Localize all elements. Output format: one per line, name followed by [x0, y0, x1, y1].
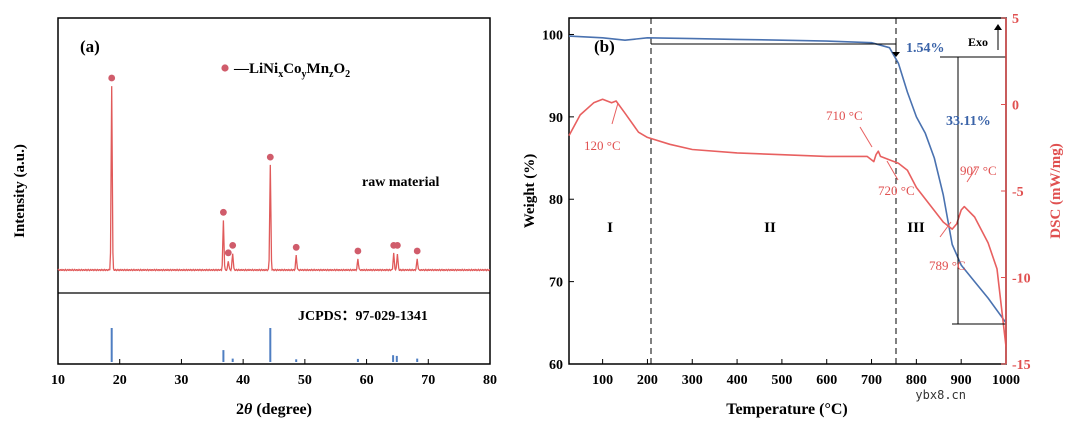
reference-lines — [110, 328, 419, 362]
label-789: 789 °C — [929, 258, 966, 273]
peak-marker-0 — [108, 74, 116, 82]
y-tick-label-b-1: 70 — [549, 276, 563, 291]
peak-marker-9 — [413, 247, 421, 255]
x-tick-label-b-6: 700 — [861, 373, 882, 388]
series-label-jcpds: JCPDS：97-029-1341 — [298, 309, 428, 324]
panel-b-axes: 100 200 300 400 500 600 700 800 900 1000607080901… — [542, 12, 1031, 388]
peak-marker-4 — [266, 153, 274, 161]
label-907: 907 °C — [960, 163, 997, 178]
x-tick-label-a-2: 30 — [174, 373, 188, 388]
panel-a: (a) —LiNixCoyMnzO2 raw material JCPDS：97… — [12, 17, 497, 418]
x-tick-label-b-0: 100 — [592, 373, 613, 388]
y2-tick-label-b-1: -10 — [1012, 272, 1031, 287]
exo-label: Exo — [968, 35, 988, 49]
x-tick-label-a-6: 70 — [421, 373, 435, 388]
x-tick-label-b-9: 1000 — [992, 373, 1020, 388]
x-tick-label-a-4: 50 — [298, 373, 312, 388]
panel-a-legend: —LiNixCoyMnzO2 — [221, 61, 350, 80]
x-tick-label-a-1: 20 — [113, 373, 127, 388]
region-II: II — [764, 220, 776, 236]
series-label-raw: raw material — [362, 175, 439, 190]
peak-marker-1 — [220, 208, 227, 216]
weight-loss-markers — [651, 24, 1006, 325]
region-I: I — [607, 220, 613, 236]
loss-big-label: 33.11% — [946, 114, 991, 129]
panel-b-ylabel: Weight (%) — [522, 154, 538, 229]
panel-b-label: (b) — [594, 37, 615, 56]
panel-b: (b) I II III 1.54% 33.11% Exo 120 °C 710… — [522, 12, 1064, 418]
dsc-curve — [568, 98, 1007, 347]
loss-small-arrowhead — [892, 52, 900, 57]
legend-formula: —LiNixCoyMnzO2 — [233, 61, 350, 80]
peak-marker-2 — [224, 249, 232, 257]
panel-b-y2label: DSC (mW/mg) — [1048, 143, 1064, 238]
weight-curve — [568, 35, 1007, 324]
arrow-907 — [966, 167, 977, 183]
y-tick-label-b-3: 90 — [549, 111, 563, 126]
peak-marker-5 — [292, 243, 300, 251]
x-tick-label-b-5: 600 — [816, 373, 837, 388]
exo-arrowhead — [994, 24, 1002, 30]
panel-b-frame — [568, 17, 1007, 365]
x-tick-label-b-8: 900 — [951, 373, 972, 388]
y-tick-label-b-0: 60 — [549, 358, 563, 373]
tga-dsc-curves — [568, 35, 1007, 347]
peak-marker-3 — [229, 242, 237, 249]
y-tick-label-b-2: 80 — [549, 193, 563, 208]
xrd-curve — [57, 86, 490, 272]
loss-small-label: 1.54% — [906, 41, 945, 56]
panel-a-frame — [57, 17, 491, 365]
panel-a-x-axis: 10 20 30 40 50 60 70 80 — [51, 359, 497, 388]
y2-tick-label-b-3: 0 — [1012, 99, 1019, 114]
region-III: III — [907, 220, 925, 236]
x-tick-label-a-7: 80 — [483, 373, 497, 388]
label-120: 120 °C — [584, 138, 621, 153]
panel-a-ylabel: Intensity (a.u.) — [12, 144, 28, 238]
panel-b-xlabel: Temperature (°C) — [726, 401, 847, 418]
x-tick-label-b-4: 500 — [771, 373, 792, 388]
label-710: 710 °C — [826, 108, 863, 123]
label-720: 720 °C — [878, 183, 915, 198]
xrd-pattern — [57, 74, 490, 272]
panel-a-label: (a) — [80, 37, 100, 56]
y-tick-label-b-4: 100 — [542, 28, 563, 43]
x-tick-label-a-5: 60 — [360, 373, 374, 388]
arrow-720 — [886, 160, 899, 181]
x-tick-label-b-1: 200 — [637, 373, 658, 388]
y2-tick-label-b-0: -15 — [1012, 358, 1031, 373]
peak-marker-6 — [354, 247, 362, 255]
arrow-710 — [859, 126, 873, 148]
y2-tick-label-b-4: 5 — [1012, 12, 1019, 27]
x-tick-label-b-7: 800 — [906, 373, 927, 388]
arrow-789 — [939, 221, 952, 238]
x-tick-label-a-3: 40 — [236, 373, 250, 388]
arrow-120 — [611, 102, 619, 125]
y2-tick-label-b-2: -5 — [1012, 185, 1024, 200]
x-tick-label-a-0: 10 — [51, 373, 65, 388]
x-tick-label-b-2: 300 — [682, 373, 703, 388]
watermark: ybx8.cn — [915, 388, 966, 402]
x-tick-label-b-3: 400 — [727, 373, 748, 388]
panel-a-xlabel: 2θ (degree) — [236, 401, 312, 418]
dsc-annotations: 120 °C 710 °C 720 °C 789 °C 907 °C — [584, 102, 997, 273]
peak-marker-8 — [394, 242, 401, 249]
legend-marker — [221, 64, 229, 72]
